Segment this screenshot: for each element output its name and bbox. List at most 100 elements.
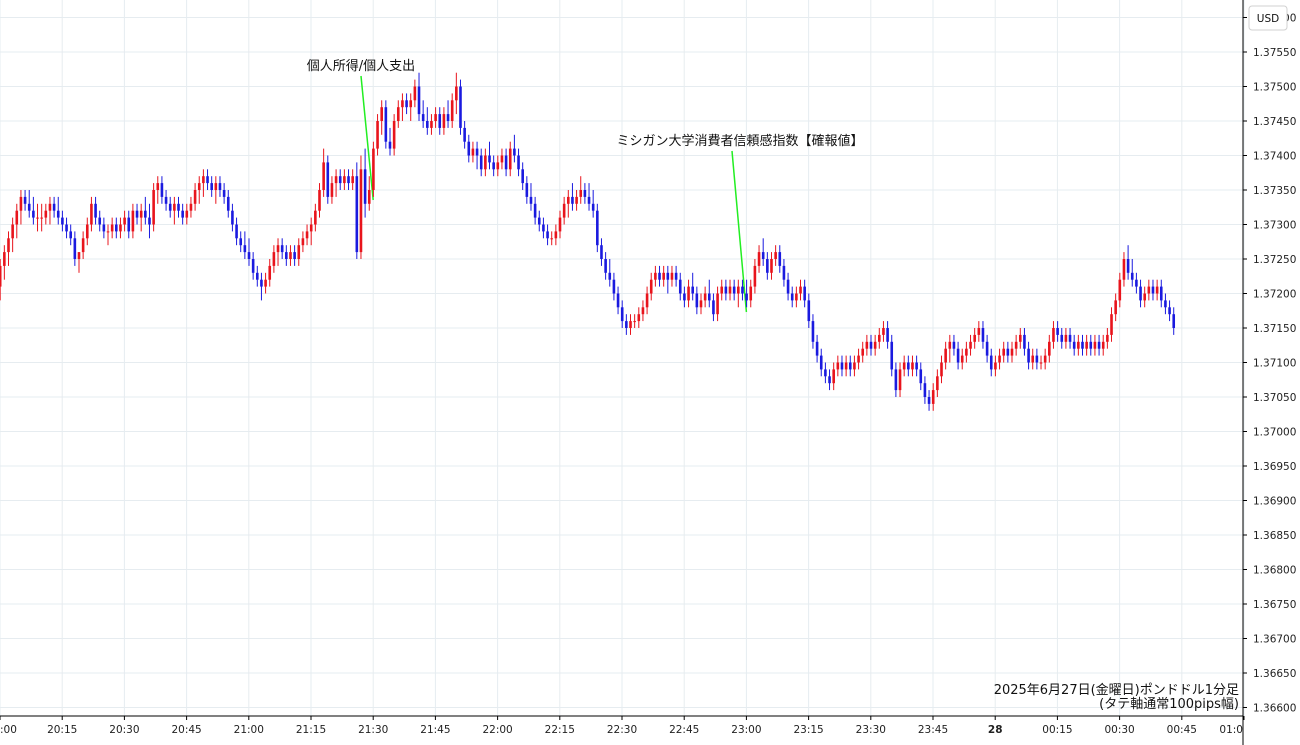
candle-down <box>985 341 989 356</box>
candle-down <box>421 114 425 121</box>
candle-down <box>1072 341 1076 349</box>
candle-up <box>359 169 363 253</box>
annotation-label-michigan-sentiment: ミシガン大学消費者信頼感指数【確報値】 <box>616 133 863 149</box>
candle-down <box>529 196 533 204</box>
candle-down <box>952 341 956 349</box>
y-tick-label: 1.37250 <box>1253 254 1296 266</box>
candle-up <box>0 265 2 287</box>
candle-up <box>15 210 19 225</box>
x-tick-label: 21:30 <box>358 724 388 736</box>
candle-down <box>1097 341 1101 349</box>
candle-up <box>214 183 218 190</box>
y-tick-label: 1.36600 <box>1253 703 1296 715</box>
candle-down <box>355 176 359 253</box>
x-tick-label: :00 <box>0 724 17 736</box>
candle-up <box>969 341 972 349</box>
candle-down <box>600 245 603 259</box>
candle-up <box>1114 300 1117 315</box>
x-tick-label: 23:15 <box>793 724 823 736</box>
candle-up <box>550 238 554 240</box>
candle-up <box>297 245 301 259</box>
candle-down <box>56 210 60 218</box>
x-tick-label: 23:45 <box>918 724 948 736</box>
candle-down <box>919 369 923 384</box>
candle-down <box>1151 286 1155 294</box>
candle-down <box>1089 341 1093 349</box>
candle-down <box>285 252 288 259</box>
candle-up <box>936 376 939 391</box>
candle-down <box>766 259 769 273</box>
candle-up <box>558 217 562 232</box>
candle-down <box>981 328 985 342</box>
candle-down <box>160 183 164 197</box>
candle-up <box>152 190 155 225</box>
candle-down <box>222 190 226 197</box>
candle-down <box>741 286 744 294</box>
candle-up <box>1048 341 1051 356</box>
candle-up <box>442 114 446 128</box>
candle-up <box>1043 355 1047 363</box>
candle-down <box>803 286 806 301</box>
candle-down <box>712 300 715 315</box>
candle-up <box>1077 341 1080 349</box>
candle-up <box>1106 334 1109 342</box>
y-tick-label: 1.37000 <box>1253 427 1296 439</box>
candle-up <box>1155 286 1159 294</box>
candle-up <box>1052 328 1055 342</box>
candle-up <box>1147 286 1151 294</box>
candle-down <box>620 307 624 322</box>
candle-down <box>247 252 251 259</box>
candle-up <box>832 369 835 384</box>
currency-unit-label: USD <box>1257 13 1279 25</box>
candle-up <box>11 224 14 239</box>
candle-up <box>649 279 653 294</box>
candle-down <box>1056 328 1059 335</box>
candle-down <box>231 210 234 225</box>
candle-up <box>977 328 981 335</box>
y-tick-label: 1.37450 <box>1253 116 1296 128</box>
x-tick-label: 01:0 <box>1219 724 1243 736</box>
candle-up <box>728 286 732 294</box>
candle-down <box>612 279 616 294</box>
chart-title: 2025年6月27日(金曜日)ポンドドル1分足 <box>994 682 1239 698</box>
candle-down <box>438 114 442 128</box>
candle-up <box>940 362 943 377</box>
candle-up <box>641 307 645 315</box>
y-tick-label: 1.37350 <box>1253 185 1296 197</box>
candle-down <box>1023 334 1026 349</box>
candle-up <box>770 259 773 273</box>
candle-down <box>521 169 524 184</box>
candle-down <box>824 369 827 377</box>
x-tick-label: 22:00 <box>482 724 512 736</box>
candle-up <box>123 217 126 225</box>
candle-down <box>102 224 106 232</box>
candle-up <box>106 231 110 233</box>
candle-down <box>616 293 620 308</box>
candle-down <box>815 341 819 356</box>
x-tick-label: 22:45 <box>669 724 699 736</box>
candle-up <box>861 348 865 356</box>
candle-up <box>7 238 10 253</box>
candle-up <box>193 190 197 204</box>
candle-down <box>571 196 574 204</box>
chart-subtitle: (タテ軸通常100pips幅) <box>1099 697 1239 712</box>
candle-up <box>1014 341 1018 349</box>
candle-down <box>1027 348 1030 363</box>
currency-unit-badge[interactable] <box>1248 5 1288 31</box>
candle-up <box>119 224 122 232</box>
candle-up <box>1018 334 1022 342</box>
y-tick-label: 1.36850 <box>1253 530 1296 542</box>
candle-down <box>840 362 844 370</box>
candle-up <box>367 190 371 204</box>
candle-down <box>226 196 230 211</box>
candle-up <box>654 272 657 280</box>
candle-up <box>873 341 877 349</box>
candle-up <box>1118 279 1122 301</box>
candle-up <box>1143 293 1146 301</box>
candle-down <box>625 321 628 328</box>
candle-up <box>48 203 52 211</box>
candle-down <box>790 293 794 301</box>
candle-up <box>380 107 383 121</box>
candle-down <box>446 114 450 121</box>
candle-down <box>923 383 927 397</box>
